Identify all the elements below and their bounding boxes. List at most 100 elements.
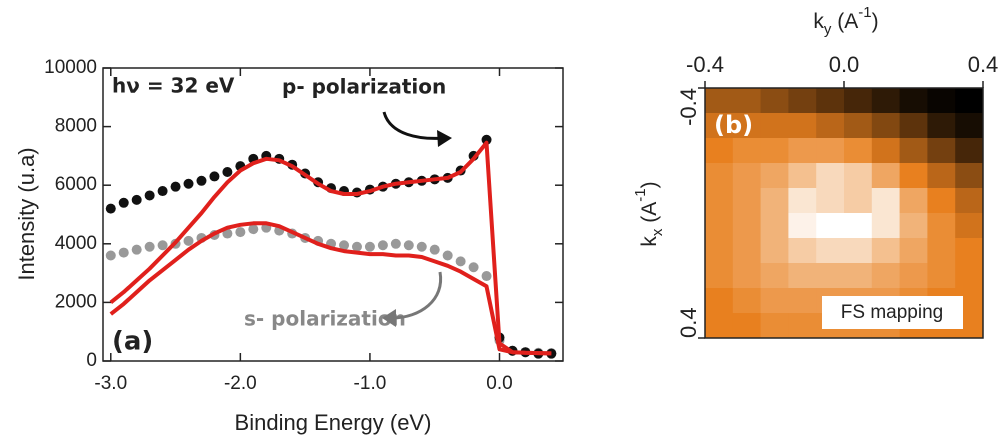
data-point — [144, 190, 155, 201]
heat-cell — [788, 138, 817, 164]
heat-cell — [705, 188, 734, 214]
arrow-head — [382, 309, 396, 327]
label-part: x — [649, 228, 666, 236]
heat-cell — [705, 138, 734, 164]
heat-cell — [899, 138, 928, 164]
annotation: FS mapping — [841, 302, 943, 323]
heat-cell — [844, 113, 873, 139]
heat-cell — [788, 263, 817, 289]
x-tick-label: -1.0 — [354, 373, 387, 394]
data-point — [403, 240, 414, 251]
data-point — [144, 241, 155, 252]
x-axis-label: Binding Energy (eV) — [235, 410, 432, 435]
data-point — [442, 250, 453, 261]
heat-cell — [927, 238, 956, 264]
heat-cell — [844, 138, 873, 164]
heat-cell — [844, 163, 873, 189]
heat-cell — [732, 113, 762, 139]
data-point — [235, 227, 246, 238]
heat-cell — [899, 163, 928, 189]
data-point — [131, 244, 142, 255]
heat-cell — [955, 238, 984, 264]
annotation-box — [822, 296, 963, 329]
y-tick-label: 8000 — [55, 116, 97, 137]
data-point — [222, 228, 233, 239]
fit-line — [109, 221, 552, 356]
heat-cell — [705, 88, 734, 114]
arrow — [391, 271, 443, 320]
x-tick-label: 0.0 — [486, 373, 512, 394]
x-tick-label: 0.0 — [829, 52, 860, 77]
annotation: hν = 32 eV — [112, 74, 235, 98]
heat-cell — [871, 263, 901, 289]
y-tick-label: 0.4 — [676, 307, 701, 338]
heat-cell — [732, 88, 762, 114]
label-part: -1 — [632, 188, 649, 201]
data-point — [481, 134, 492, 145]
heat-cell — [760, 188, 789, 214]
label-part: -1 — [858, 4, 871, 21]
data-point — [196, 175, 207, 186]
heat-cell — [760, 288, 789, 314]
heat-cell — [705, 313, 734, 339]
axis-label: ky (A-1) — [813, 4, 878, 38]
heat-cell — [871, 213, 901, 239]
heat-cell — [732, 263, 762, 289]
heat-cell — [927, 263, 956, 289]
heat-cell — [871, 163, 901, 189]
heat-cell — [732, 138, 762, 164]
y-tick-label: 0 — [86, 350, 97, 371]
data-point — [377, 240, 388, 251]
heat-cell — [899, 263, 928, 289]
heat-cell — [732, 188, 762, 214]
data-point — [339, 240, 350, 251]
heat-cell — [760, 263, 789, 289]
data-point — [248, 224, 259, 235]
heat-cell — [732, 238, 762, 264]
x-tick-label: -2.0 — [224, 373, 257, 394]
y-axis-label: Intensity (u.a) — [14, 147, 39, 280]
label-part: ) — [872, 10, 879, 33]
heat-cell — [732, 288, 762, 314]
label-part: k — [638, 236, 661, 247]
data-point — [183, 235, 194, 246]
heat-cell — [788, 88, 817, 114]
label-part: k — [813, 10, 824, 33]
heat-cell — [844, 238, 873, 264]
heat-cell — [871, 88, 901, 114]
heat-cell — [899, 113, 928, 139]
heat-cell — [788, 313, 817, 339]
heat-cell — [927, 163, 956, 189]
series-label: s- polarization — [244, 307, 406, 331]
heat-cell — [844, 213, 873, 239]
heat-cell — [955, 213, 984, 239]
heat-cell — [816, 88, 845, 114]
x-tick-label: 0.4 — [968, 52, 999, 77]
label-part: y — [824, 21, 832, 38]
data-point — [170, 181, 181, 192]
heat-cell — [927, 138, 956, 164]
heat-cell — [871, 238, 901, 264]
heat-cell — [705, 263, 734, 289]
arrow-head — [437, 130, 452, 147]
heat-cell — [732, 163, 762, 189]
heat-cell — [760, 113, 789, 139]
heatmap — [705, 88, 984, 339]
plot-frame — [102, 67, 564, 362]
data-point — [131, 194, 142, 205]
heat-cell — [899, 238, 928, 264]
data-point — [455, 256, 466, 267]
data-point — [157, 240, 168, 251]
heat-cell — [871, 138, 901, 164]
heat-cell — [955, 138, 984, 164]
label-part: ) — [638, 181, 661, 188]
data-point — [481, 271, 492, 282]
heat-cell — [816, 238, 845, 264]
data-point — [416, 241, 427, 252]
heat-cell — [955, 163, 984, 189]
heat-cell — [927, 188, 956, 214]
heat-cell — [899, 88, 928, 114]
heat-cell — [705, 288, 734, 314]
heat-cell — [844, 88, 873, 114]
panel-label: (b) — [714, 111, 753, 139]
